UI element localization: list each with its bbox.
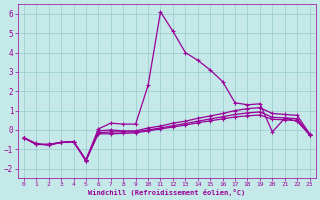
X-axis label: Windchill (Refroidissement éolien,°C): Windchill (Refroidissement éolien,°C) — [88, 189, 245, 196]
